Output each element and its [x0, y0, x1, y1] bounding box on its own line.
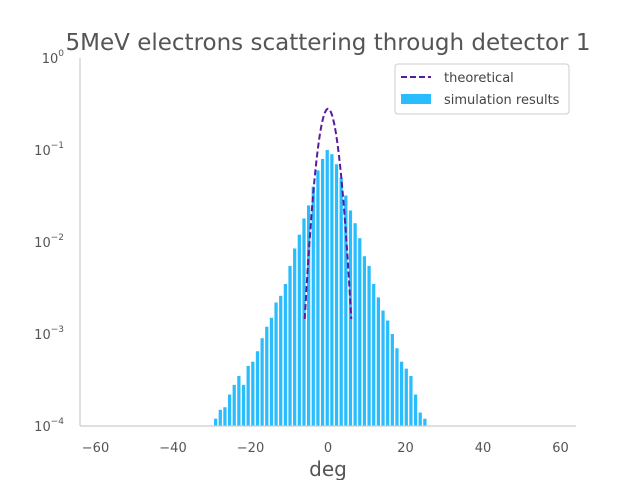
- histogram-bar: [227, 394, 232, 426]
- histogram-bar: [320, 158, 325, 427]
- histogram-bar: [293, 248, 297, 426]
- histogram-bar: [316, 170, 320, 426]
- histogram-bar: [241, 384, 246, 426]
- histogram-bar: [404, 368, 408, 426]
- y-tick-label: 100: [42, 49, 65, 67]
- histogram-bar: [353, 223, 357, 426]
- histogram-bar: [334, 164, 339, 426]
- x-tick-label: 60: [552, 441, 569, 456]
- y-tick-label: 10−3: [34, 325, 64, 343]
- y-ticks: 100 10−1 10−2 10−3 10−4: [34, 49, 64, 435]
- histogram-bar: [274, 302, 278, 426]
- y-tick-label: 10−4: [34, 417, 64, 435]
- histogram-bar: [325, 150, 329, 426]
- histogram-bar: [232, 384, 236, 426]
- y-tick-label: 10−1: [34, 141, 64, 159]
- histogram-bar: [279, 295, 283, 426]
- histogram-bar: [255, 351, 260, 426]
- histogram-bar: [386, 320, 390, 426]
- x-tick-label: 20: [397, 441, 414, 456]
- histogram-bar: [265, 326, 269, 426]
- histogram-bar: [251, 361, 255, 426]
- histogram-bar: [418, 412, 422, 426]
- histogram-bar: [344, 195, 348, 426]
- histogram-bar: [395, 348, 399, 426]
- histogram-bar: [400, 361, 404, 426]
- histogram-bar: [214, 418, 218, 426]
- histogram-bar: [358, 238, 362, 426]
- histogram-bar: [311, 186, 315, 426]
- histogram-bar: [367, 265, 371, 426]
- legend: theoretical simulation results: [394, 63, 570, 115]
- histogram-bar: [409, 375, 413, 426]
- histogram-bar: [246, 365, 250, 426]
- histogram-bar: [283, 283, 287, 426]
- histogram-bar: [362, 256, 367, 426]
- bars-group: [214, 150, 427, 427]
- theoretical-curve: [303, 107, 353, 320]
- histogram-bar: [330, 154, 334, 426]
- x-tick-label: 0: [324, 441, 332, 456]
- histogram-bar: [269, 317, 274, 426]
- histogram-bar: [381, 310, 385, 426]
- axes-group: [79, 58, 576, 427]
- line-group: [303, 107, 353, 320]
- histogram-bar: [413, 394, 418, 426]
- histogram-bar: [302, 218, 306, 426]
- histogram-bar: [288, 265, 292, 426]
- histogram-bar: [237, 375, 241, 426]
- legend-label-simulation: simulation results: [444, 93, 560, 108]
- x-tick-label: −60: [82, 441, 109, 456]
- histogram-bar: [376, 297, 380, 426]
- x-tick-label: −20: [237, 441, 264, 456]
- chart-title: 5MeV electrons scattering through detect…: [66, 30, 591, 56]
- histogram-bar: [260, 338, 264, 426]
- legend-label-theoretical: theoretical: [444, 71, 514, 86]
- x-axis-label: deg: [309, 457, 347, 480]
- legend-box: [394, 63, 570, 115]
- histogram-bar: [297, 234, 301, 426]
- y-tick-label: 10−2: [34, 233, 64, 251]
- x-ticks: −60 −40 −20 0 20 40 60: [82, 441, 569, 456]
- histogram-bar: [423, 418, 427, 426]
- legend-swatch-simulation: [401, 94, 431, 104]
- histogram-bar: [339, 177, 343, 426]
- x-tick-label: −40: [159, 441, 186, 456]
- histogram-bar: [307, 205, 311, 426]
- histogram-bar: [372, 283, 376, 426]
- histogram-bar: [218, 409, 222, 426]
- histogram-bar: [223, 407, 227, 426]
- x-tick-label: 40: [475, 441, 492, 456]
- histogram-bar: [390, 334, 394, 426]
